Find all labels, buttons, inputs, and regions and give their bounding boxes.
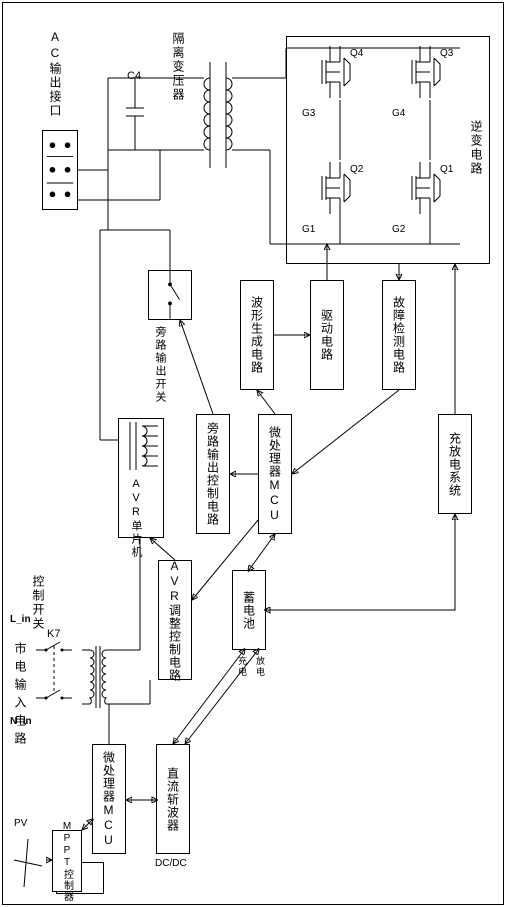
q2-label: Q2 [350,164,363,175]
bypass-switch [148,270,192,320]
dcdc-label: DC/DC [155,858,187,869]
iso-transformer-label: 隔离变压器 [170,32,187,102]
discharge-label: 放电 [254,656,267,678]
avr-ctrl-block: AVR调整控制电路 [158,560,192,680]
mcu2-label: 微处理器MCU [101,751,118,848]
control-switch-label: 控制开关 [30,575,47,631]
avr-chip-label: AVR单片机 [128,478,144,559]
dc-chopper-label: 直流斩波器 [165,767,182,832]
mppt-label: MPPT控制器 [60,821,75,902]
c4-capacitor [122,88,148,140]
battery-block: 蓄电池 [232,570,266,650]
bypass-switch-label: 旁路输出开关 [152,326,168,404]
fault-label: 故障检测电路 [391,296,408,374]
ac-output-label: AC输出接口 [47,30,64,118]
fault-block: 故障检测电路 [382,280,416,390]
g2-label: G2 [392,224,405,235]
c4-label: C4 [127,70,141,82]
charge-sys-label: 充放电系统 [447,432,464,497]
q1-label: Q1 [440,164,453,175]
g4-label: G4 [392,108,405,119]
battery-label: 蓄电池 [241,591,258,630]
pv-label: PV [14,818,27,829]
g1-label: G1 [302,224,315,235]
mcu-main-block: 微处理器MCU [258,414,292,534]
g3-label: G3 [302,108,315,119]
lin-label: L_in [10,614,31,625]
q4-label: Q4 [350,48,363,59]
driver-block: 驱动电路 [310,280,344,390]
control-switch-box [36,638,72,714]
iso-transformer [190,60,246,170]
wavegen-block: 波形生成电路 [240,280,274,390]
mcu2-block: 微处理器MCU [92,744,126,854]
mppt: MPPT控制器 [52,830,82,892]
charge-sys-block: 充放电系统 [438,414,472,514]
inverter-circuit-label: 逆变电路 [468,120,485,176]
driver-label: 驱动电路 [319,309,336,361]
mcu-main-label: 微处理器MCU [267,426,284,523]
avr-coil [118,418,164,474]
mains-xfmr [82,630,114,724]
nin-label: N_in [10,716,32,727]
ac-output-connector [42,130,78,210]
dc-chopper-block: 直流斩波器 [156,744,190,854]
charge-label: 充电 [236,656,249,678]
mains-input-label: 市电输入电路 [12,642,29,750]
wavegen-label: 波形生成电路 [249,296,266,374]
avr-ctrl-label: AVR调整控制电路 [167,559,184,682]
q3-label: Q3 [440,48,453,59]
bypass-ctrl-label: 旁路输出控制电路 [205,422,222,526]
pv-panel [10,834,46,892]
bypass-ctrl-block: 旁路输出控制电路 [196,414,230,534]
